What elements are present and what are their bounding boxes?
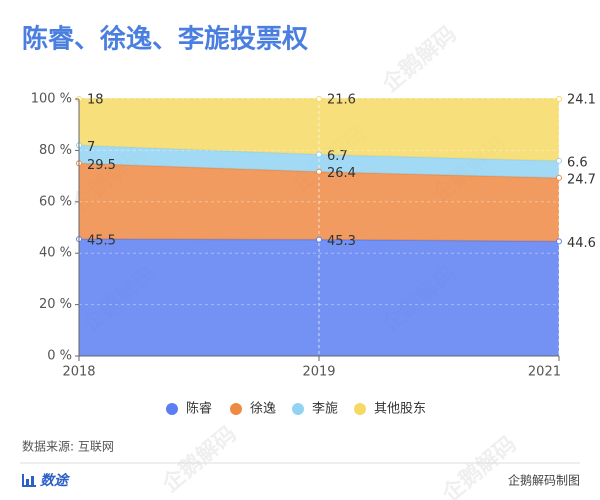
data-label: 6.6: [567, 155, 588, 170]
x-tick-label: 2019: [302, 365, 335, 380]
legend-marker: [166, 403, 178, 415]
legend-marker: [354, 403, 366, 415]
legend-label: 陈睿: [186, 401, 212, 417]
data-label: 45.3: [327, 234, 356, 249]
point: [556, 174, 562, 181]
data-label: 7: [87, 140, 95, 155]
data-label: 24.7: [567, 172, 596, 187]
x-tick-label: 2018: [62, 365, 95, 380]
y-tick-label: 60 %: [39, 194, 72, 209]
point: [316, 151, 322, 158]
legend-item[interactable]: 其他股东: [354, 402, 426, 417]
brand: 数途: [40, 472, 71, 489]
data-label: 24.1: [567, 93, 596, 108]
watermark: 企鹅解码: [377, 21, 462, 98]
data-label: 45.5: [87, 234, 116, 249]
legend-label: 其他股东: [374, 402, 426, 417]
y-tick-label: 40 %: [39, 246, 72, 261]
watermark: 企鹅解码: [157, 421, 242, 498]
data-label: 21.6: [327, 93, 356, 108]
data-label: 18: [87, 93, 104, 108]
data-label: 26.4: [327, 166, 356, 181]
point: [316, 96, 322, 102]
data-label: 6.7: [327, 149, 348, 164]
point: [556, 238, 562, 245]
y-tick-label: 80 %: [39, 143, 72, 158]
legend-item[interactable]: 李旎: [292, 401, 338, 417]
chart-title: 陈睿、徐逸、李旎投票权: [22, 24, 308, 55]
y-tick-label: 0 %: [47, 349, 72, 364]
legend-item[interactable]: 徐逸: [230, 402, 276, 417]
credit: 企鹅解码制图: [508, 473, 580, 488]
point: [556, 157, 562, 164]
plot: 45.5 45.3 44.6 29.5 26.4 24.7 7 6.7 6.6 18 21.6 24.…: [76, 93, 596, 356]
legend-label: 徐逸: [250, 402, 276, 417]
point: [316, 168, 322, 175]
x-tick-label: 2021: [528, 365, 561, 380]
legend-item[interactable]: 陈睿: [166, 401, 212, 417]
data-label: 29.5: [87, 158, 116, 173]
source: 数据来源: 互联网: [22, 439, 114, 454]
y-tick-label: 100 %: [31, 92, 72, 107]
legend-label: 李旎: [312, 401, 338, 417]
legend-marker: [230, 403, 242, 415]
point: [556, 96, 562, 102]
brand-icon: [22, 474, 36, 487]
data-label: 44.6: [567, 236, 596, 251]
point: [316, 236, 322, 243]
legend-marker: [292, 403, 304, 415]
y-tick-label: 20 %: [39, 297, 72, 312]
watermark: 企鹅解码: [437, 431, 522, 500]
